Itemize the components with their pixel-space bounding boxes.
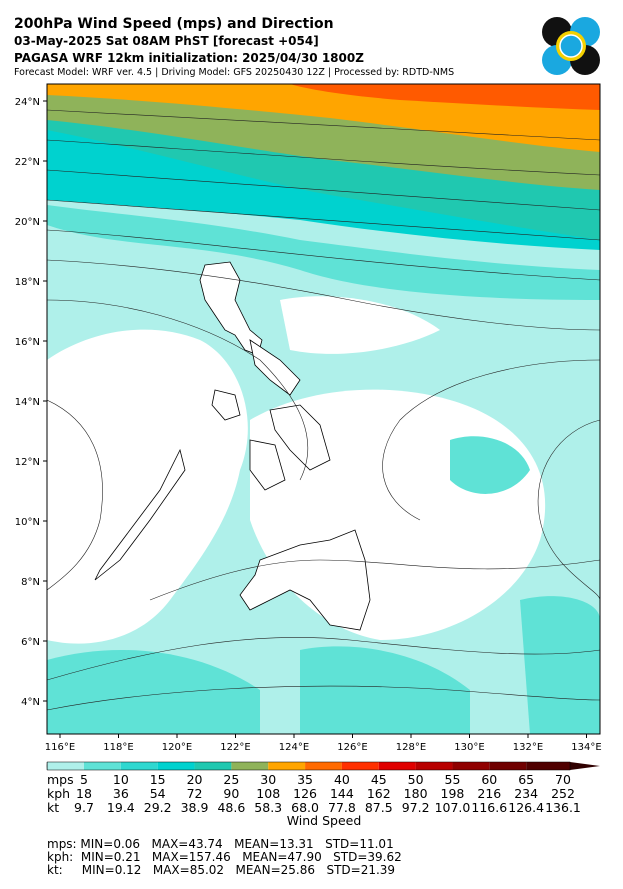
model-info: Forecast Model: WRF ver. 4.5 | Driving M… — [14, 67, 454, 78]
colorbar-label: Wind Speed — [287, 813, 362, 828]
colorbar-value: 19.4 — [107, 800, 135, 815]
lat-label: 16°N — [15, 337, 40, 348]
colorbar-value: 87.5 — [365, 800, 393, 815]
lat-label: 14°N — [15, 397, 40, 408]
colorbar-value: 55 — [445, 772, 461, 787]
lat-label: 18°N — [15, 277, 40, 288]
colorbar-value: 72 — [187, 786, 203, 801]
lon-label: 134°E — [571, 742, 601, 753]
colorbar-value: 29.2 — [144, 800, 172, 815]
colorbar-value: 162 — [367, 786, 391, 801]
colorbar-value: 60 — [481, 772, 497, 787]
colorbar-value: 20 — [187, 772, 203, 787]
lon-label: 118°E — [103, 742, 133, 753]
colorbar-segment — [157, 762, 195, 770]
colorbar-value: 70 — [555, 772, 571, 787]
colorbar-segment — [378, 762, 416, 770]
lat-label: 22°N — [15, 157, 40, 168]
subtitle: PAGASA WRF 12km initialization: 2025/04/… — [14, 51, 364, 65]
stat-line: kph: MIN=0.21 MAX=157.46 MEAN=47.90 STD=… — [47, 850, 402, 864]
colorbar-value: 10 — [113, 772, 129, 787]
colorbar-segment — [563, 762, 570, 770]
stat-line: kt: MIN=0.12 MAX=85.02 MEAN=25.86 STD=21… — [47, 863, 395, 877]
colorbar-value: 50 — [408, 772, 424, 787]
lon-label: 116°E — [45, 742, 75, 753]
title: 200hPa Wind Speed (mps) and Direction — [14, 16, 334, 32]
colorbar-value: 18 — [76, 786, 92, 801]
stat-line: mps: MIN=0.06 MAX=43.74 MEAN=13.31 STD=1… — [47, 837, 394, 851]
colorbar-value: 252 — [551, 786, 575, 801]
colorbar-value: 97.2 — [402, 800, 430, 815]
colorbar-unit: kph — [47, 786, 70, 801]
colorbar-value: 58.3 — [254, 800, 282, 815]
colorbar-segment — [452, 762, 490, 770]
colorbar-value: 198 — [441, 786, 465, 801]
colorbar-segment — [120, 762, 158, 770]
lat-label: 20°N — [15, 217, 40, 228]
colorbar-value: 234 — [514, 786, 538, 801]
colorbar-segment — [305, 762, 342, 770]
colorbar-value: 48.6 — [217, 800, 245, 815]
colorbar-value: 136.1 — [545, 800, 581, 815]
lon-label: 124°E — [279, 742, 309, 753]
colorbar-value: 90 — [223, 786, 239, 801]
colorbar-value: 40 — [334, 772, 350, 787]
colorbar-segment — [194, 762, 232, 770]
lon-label: 126°E — [337, 742, 367, 753]
colorbar-value: 180 — [404, 786, 428, 801]
colorbar-value: 35 — [297, 772, 313, 787]
lat-label: 6°N — [21, 637, 40, 648]
colorbar-value: 68.0 — [291, 800, 319, 815]
colorbar-value: 65 — [518, 772, 534, 787]
colorbar-value: 36 — [113, 786, 129, 801]
lat-label: 12°N — [15, 457, 40, 468]
colorbar-segment — [489, 762, 527, 770]
lon-label: 132°E — [513, 742, 543, 753]
colorbar-value: 126.4 — [508, 800, 544, 815]
colorbar-value: 9.7 — [74, 800, 94, 815]
colorbar-value: 116.6 — [471, 800, 507, 815]
colorbar-value: 38.9 — [181, 800, 209, 815]
colorbar-unit: kt — [47, 800, 59, 815]
lat-label: 10°N — [15, 517, 40, 528]
subtitle: 03-May-2025 Sat 08AM PhST [forecast +054… — [14, 34, 319, 48]
colorbar-value: 5 — [80, 772, 88, 787]
map-area — [47, 84, 600, 734]
colorbar-segment — [47, 762, 84, 770]
colorbar-value: 45 — [371, 772, 387, 787]
lon-label: 122°E — [220, 742, 250, 753]
lon-label: 120°E — [162, 742, 192, 753]
colorbar-segment — [526, 762, 563, 770]
lat-label: 24°N — [15, 97, 40, 108]
colorbar-value: 25 — [223, 772, 239, 787]
colorbar-frame — [46, 761, 571, 771]
colorbar-value: 216 — [477, 786, 501, 801]
logo — [542, 17, 600, 75]
lat-label: 8°N — [21, 577, 40, 588]
colorbar-segment — [415, 762, 453, 770]
colorbar-segment — [231, 762, 269, 770]
colorbar-value: 15 — [150, 772, 166, 787]
lon-label: 130°E — [454, 742, 484, 753]
colorbar-segment — [341, 762, 379, 770]
colorbar-extend — [570, 762, 600, 770]
lat-label: 4°N — [21, 697, 40, 708]
lon-label: 128°E — [396, 742, 426, 753]
colorbar-value: 107.0 — [435, 800, 471, 815]
colorbar-segment — [268, 762, 306, 770]
colorbar-value: 77.8 — [328, 800, 356, 815]
colorbar-value: 108 — [256, 786, 280, 801]
map-frame — [46, 83, 601, 735]
colorbar-unit: mps — [47, 772, 74, 787]
colorbar-value: 126 — [293, 786, 317, 801]
colorbar-value: 30 — [260, 772, 276, 787]
colorbar-segment — [84, 762, 121, 770]
colorbar-value: 54 — [150, 786, 166, 801]
colorbar-value: 144 — [330, 786, 354, 801]
